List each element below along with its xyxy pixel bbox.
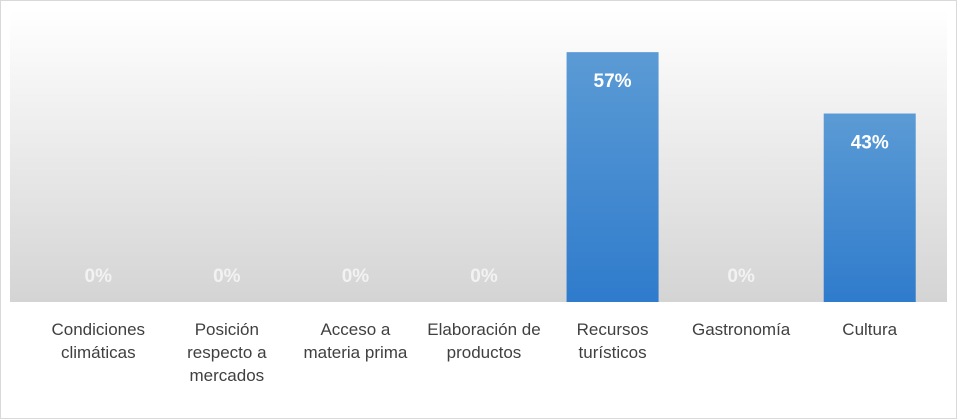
bar [823,113,916,303]
x-tick-label: Cultura [842,320,898,339]
data-label: 57% [594,71,632,92]
data-label: 0% [470,266,498,287]
x-tick-label: Posición respecto a mercados [187,320,267,385]
x-tick-label: Recursos turísticos [576,320,649,362]
x-tick-label: Elaboración de productos [427,320,541,362]
data-label: 0% [727,266,755,287]
x-tick-label: Condiciones climáticas [51,320,146,362]
data-label: 0% [85,266,113,287]
bar [566,52,659,303]
x-tick-label: Gastronomía [691,320,791,339]
data-label: 0% [342,266,370,287]
plot-background [10,10,947,302]
data-label: 43% [851,133,889,154]
data-label: 0% [213,266,241,287]
x-tick-label: Acceso a materia prima [303,320,408,362]
